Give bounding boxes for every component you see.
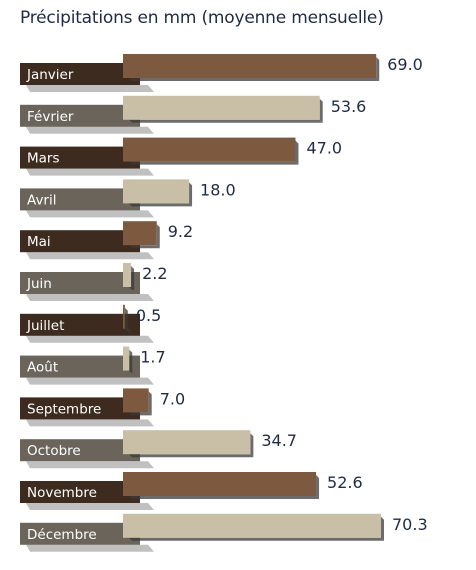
value-label: 70.3 (392, 515, 428, 534)
bar-shadow-right (376, 57, 380, 81)
bar-row-octobre: Octobre 34.7 (20, 430, 297, 469)
month-label: Octobre (27, 443, 81, 459)
label-shadow (26, 294, 154, 301)
bar (123, 54, 377, 78)
month-label: Décembre (27, 527, 97, 543)
month-label-box (20, 104, 140, 127)
bar (123, 304, 125, 329)
month-label-box (20, 313, 140, 336)
bar-row-juillet: Juillet 0.5 (20, 304, 161, 343)
value-label: 47.0 (306, 139, 342, 158)
month-label: Août (27, 360, 58, 376)
bar-shadow-right (316, 475, 320, 499)
bar-row-janvier: Janvier 69.0 (20, 54, 423, 92)
bar-shadow-bottom (129, 161, 299, 165)
bar-shadow-right (319, 98, 323, 123)
bar-shadow-right (381, 516, 384, 541)
month-label: Avril (27, 192, 57, 208)
bar (123, 263, 132, 287)
bar-shadow-right (250, 433, 254, 458)
month-label: Septembre (27, 401, 101, 417)
month-label-box (20, 272, 140, 294)
month-label: Juillet (26, 318, 64, 334)
bar-shadow-bottom (129, 203, 193, 207)
bar-shadow-bottom (129, 412, 152, 416)
label-shadow (26, 503, 154, 510)
month-label-box (20, 230, 140, 253)
month-label-box (20, 355, 140, 378)
month-label: Juin (26, 276, 52, 292)
bar (123, 221, 157, 246)
month-label-box (20, 397, 140, 420)
bar-shadow-right (156, 224, 160, 249)
bar (123, 388, 149, 413)
bar-shadow-right (129, 349, 133, 374)
value-label: 9.2 (168, 222, 193, 241)
label-shadow (26, 210, 154, 218)
month-label: Février (27, 109, 74, 125)
bar-shadow-right (295, 140, 299, 165)
bar-shadow-bottom (129, 245, 160, 249)
bar-row-mars: Mars 47.0 (20, 137, 342, 176)
month-label-box (20, 63, 140, 85)
month-label: Janvier (26, 67, 74, 83)
month-label: Novembre (27, 485, 97, 501)
value-label: 53.6 (331, 97, 367, 116)
value-label: 34.7 (261, 431, 297, 450)
bar-shadow-bottom (129, 496, 320, 499)
bar-row-aout: Août 1.7 (20, 346, 166, 385)
bar (123, 137, 296, 162)
value-label: 7.0 (160, 389, 185, 408)
bar-shadow-right (148, 391, 152, 416)
month-label-box (20, 439, 140, 462)
chart-title: Précipitations en mm (moyenne mensuelle) (20, 8, 384, 28)
bar-shadow-right (189, 182, 193, 207)
value-label: 0.5 (136, 306, 161, 325)
month-label-box (20, 481, 140, 503)
month-label: Mars (27, 151, 60, 167)
month-label-box (20, 522, 140, 545)
month-label-box (20, 146, 140, 169)
bar-row-mai: Mai 9.2 (20, 221, 193, 260)
bar (123, 430, 251, 455)
value-label: 2.2 (142, 264, 167, 283)
bar-shadow-bottom (129, 78, 380, 81)
bar (123, 95, 320, 120)
bar (123, 513, 381, 538)
bar (123, 179, 190, 204)
bar-row-juin: Juin 2.2 (20, 263, 168, 301)
bar-shadow-bottom (129, 287, 135, 290)
bar (123, 472, 317, 496)
label-shadow (26, 126, 154, 134)
bar-shadow-bottom (129, 370, 133, 374)
label-shadow (26, 544, 154, 552)
bar-shadow-right (124, 307, 128, 332)
value-label: 1.7 (140, 348, 165, 367)
bar-row-avril: Avril 18.0 (20, 179, 236, 218)
value-label: 69.0 (387, 55, 423, 74)
bar-row-septembre: Septembre 7.0 (20, 388, 185, 427)
bar-row-novembre: Novembre 52.6 (20, 472, 363, 510)
label-shadow (26, 168, 154, 176)
bar-row-fevrier: Février 53.6 (20, 95, 367, 134)
value-label: 18.0 (200, 180, 236, 199)
label-shadow (26, 461, 154, 469)
bar-shadow-right (131, 266, 135, 290)
bar-shadow-bottom (129, 454, 254, 458)
bar (123, 346, 130, 371)
bar-row-decembre: Décembre 70.3 (20, 513, 428, 552)
label-shadow (26, 85, 154, 92)
month-label-box (20, 188, 140, 211)
bar-shadow-bottom (129, 119, 323, 123)
bar-shadow-bottom (129, 537, 384, 541)
value-label: 52.6 (327, 473, 363, 492)
label-shadow (26, 419, 154, 427)
label-shadow (26, 335, 154, 343)
label-shadow (26, 252, 154, 260)
label-shadow (26, 377, 154, 385)
month-label: Mai (27, 234, 51, 250)
